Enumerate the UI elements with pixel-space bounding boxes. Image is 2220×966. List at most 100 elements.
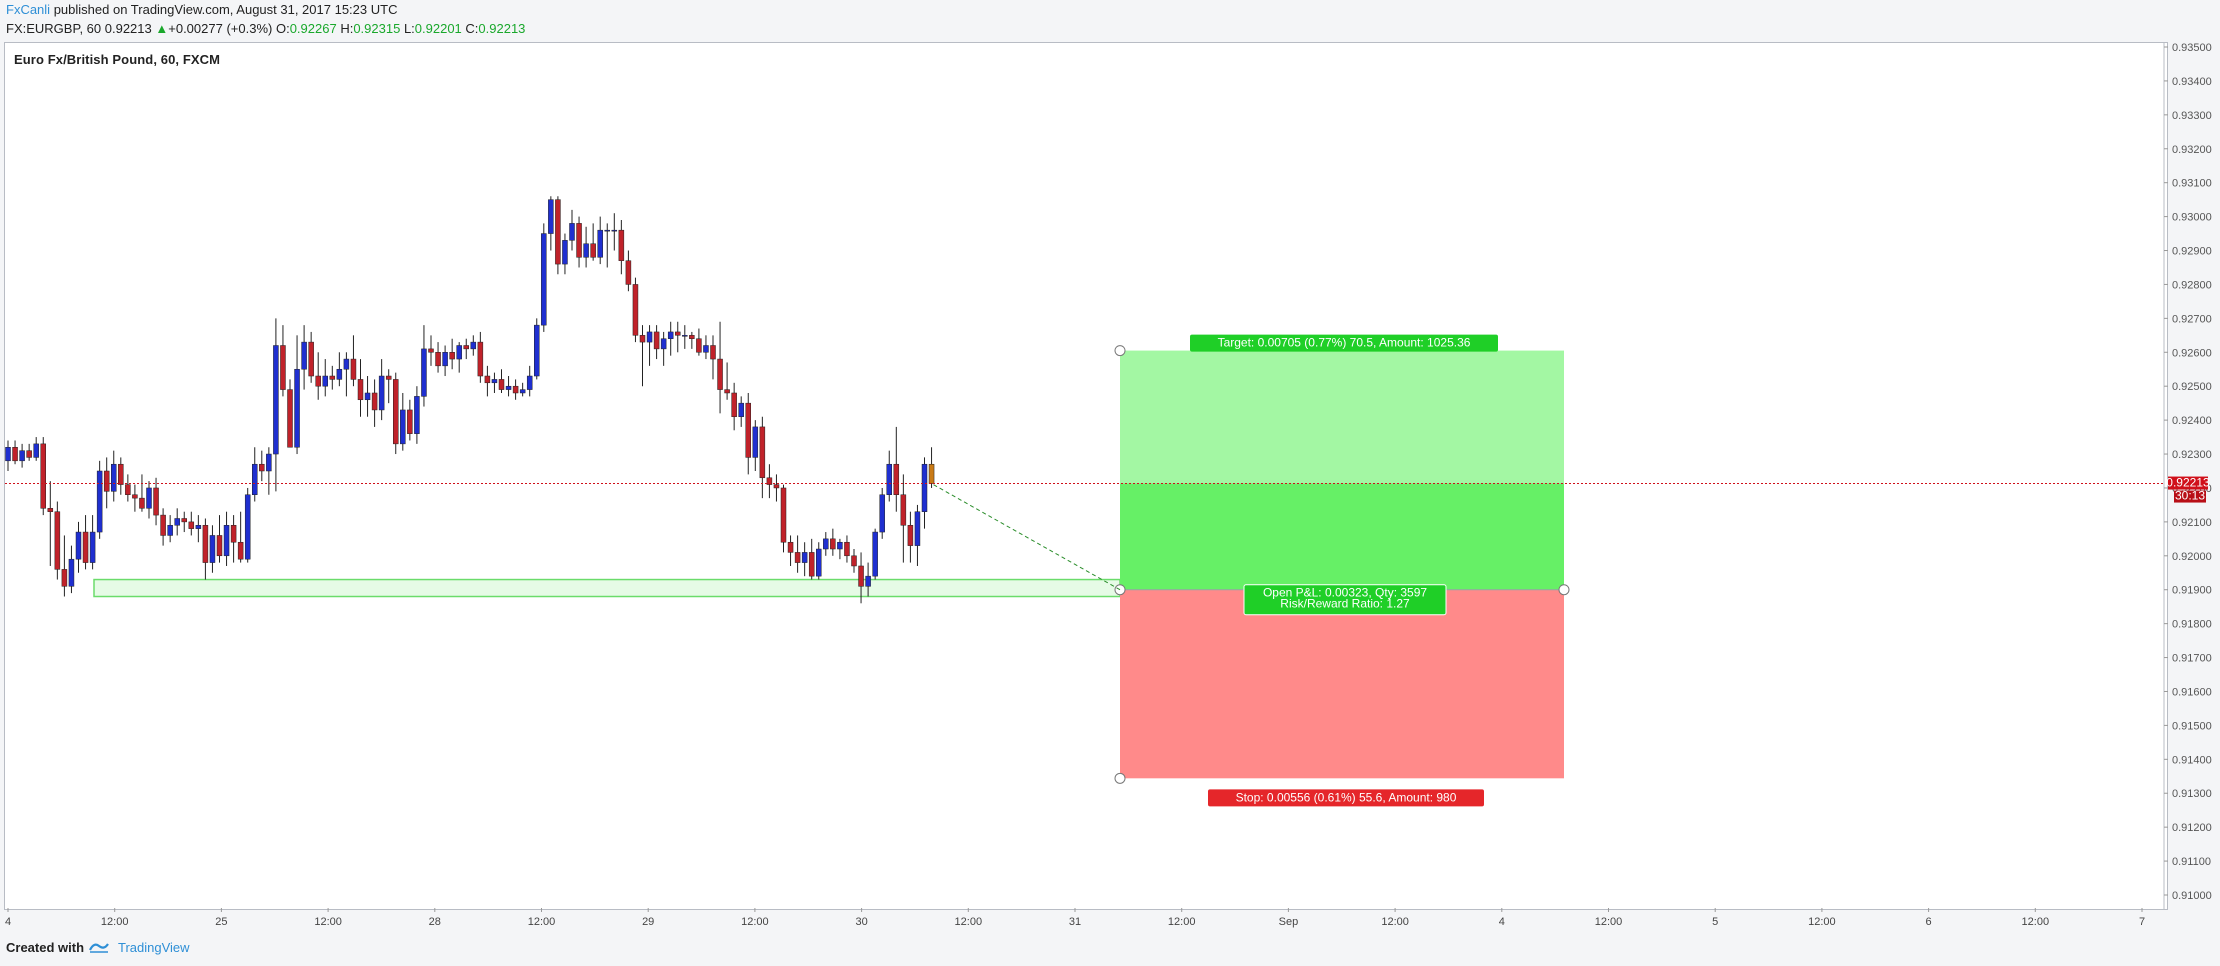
high-label: H:	[340, 21, 354, 36]
candle	[209, 535, 216, 563]
target-label-text: Target: 0.00705 (0.77%) 70.5, Amount: 10…	[1218, 336, 1471, 350]
candle	[611, 229, 618, 232]
candle	[618, 229, 625, 261]
current-price-bg	[2168, 476, 2208, 490]
candle	[308, 341, 314, 377]
long-position-tool[interactable]	[1114, 345, 1570, 784]
candle	[329, 375, 336, 380]
candle	[548, 199, 554, 234]
time-tick-label: 4	[1499, 916, 1505, 928]
candle	[787, 541, 794, 553]
candle	[343, 358, 350, 370]
candle	[808, 552, 815, 577]
candle	[844, 541, 850, 557]
candle	[879, 494, 885, 533]
price-tick-label: 0.91700	[2172, 653, 2212, 665]
countdown-text: 30:13	[2175, 489, 2205, 503]
price-tick-label: 0.92400	[2172, 415, 2212, 427]
stop-zone[interactable]	[1120, 589, 1564, 779]
candle	[816, 548, 822, 577]
candle	[590, 243, 596, 258]
time-tick-label: 12:00	[2022, 916, 2050, 928]
tradingview-logo-icon[interactable]	[88, 938, 110, 954]
candle	[132, 494, 138, 499]
pnl-label-text: Open P&L: 0.00323, Qty: 3597	[1263, 586, 1427, 600]
candle	[5, 447, 11, 462]
candle	[19, 450, 25, 462]
candle	[259, 463, 265, 472]
candle	[139, 497, 145, 509]
candle	[47, 508, 54, 512]
pnl-label[interactable]: Open P&L: 0.00323, Qty: 3597Risk/Reward …	[1243, 584, 1447, 616]
candle	[745, 402, 751, 458]
current-price-text: 0.92213	[2166, 476, 2210, 490]
candle	[555, 199, 561, 265]
candle	[195, 525, 202, 529]
time-tick-label: 12:00	[1808, 916, 1836, 928]
price-tick-label: 0.91900	[2172, 585, 2212, 597]
candle	[273, 345, 279, 455]
candles-layer	[5, 196, 935, 604]
candle	[886, 463, 892, 495]
candle	[794, 552, 801, 563]
open-label: O:	[275, 21, 290, 36]
candle	[851, 555, 857, 567]
price-tick-label: 0.93000	[2172, 212, 2212, 224]
candle	[111, 463, 117, 492]
tradingview-brand[interactable]: TradingView	[118, 940, 190, 955]
stop-handle[interactable]	[1114, 772, 1126, 784]
candle	[780, 487, 787, 543]
candle	[484, 375, 491, 384]
candle	[639, 335, 646, 343]
candle	[89, 531, 96, 563]
low-label: L:	[403, 21, 415, 36]
last-price: 0.92213	[104, 21, 152, 36]
time-tick-label: Sep	[1279, 916, 1299, 928]
change-value: +0.00277 (+0.3%)	[168, 21, 273, 36]
candle	[675, 331, 681, 336]
candle	[463, 345, 469, 350]
open-value: 0.92267	[289, 21, 337, 36]
time-axis[interactable]: 4 12:00 25 12:00 28 12:00 29 12:00 30 12:00 31 12:0…	[5, 908, 2145, 928]
candle	[160, 514, 166, 536]
candle	[118, 463, 124, 485]
low-value: 0.92201	[414, 21, 462, 36]
published-text: published on TradingView.com, August 31,…	[50, 2, 398, 17]
candle	[928, 463, 935, 484]
candle	[202, 525, 209, 563]
candle	[526, 375, 533, 390]
pnl-label-bg	[1243, 584, 1447, 616]
price-tick-label: 0.92700	[2172, 313, 2212, 325]
candle	[724, 389, 730, 394]
price-tick-label: 0.91600	[2172, 686, 2212, 698]
candle	[576, 223, 582, 258]
target-label[interactable]: Target: 0.00705 (0.77%) 70.5, Amount: 10…	[1190, 334, 1498, 352]
time-tick-label: 12:00	[1168, 916, 1196, 928]
candle	[710, 345, 716, 360]
close-label: C:	[465, 21, 479, 36]
time-tick-label: 4	[5, 916, 11, 928]
candle	[33, 443, 39, 458]
candle	[350, 358, 357, 380]
target-handle[interactable]	[1114, 345, 1126, 357]
candle	[505, 385, 512, 390]
candle	[477, 341, 484, 377]
candle	[393, 379, 399, 445]
price-tick-label: 0.92100	[2172, 517, 2212, 529]
candle	[125, 484, 131, 495]
time-tick-label: 12:00	[528, 916, 556, 928]
author-link[interactable]: FxCanli	[6, 2, 51, 17]
candle	[738, 402, 744, 417]
stop-label[interactable]: Stop: 0.00556 (0.61%) 55.6, Amount: 980	[1208, 789, 1484, 807]
candle	[597, 229, 603, 258]
time-tick-label: 6	[1926, 916, 1932, 928]
price-tick-label: 0.91100	[2172, 856, 2211, 868]
candle	[689, 335, 695, 339]
candle	[216, 535, 223, 557]
candle	[703, 345, 709, 353]
price-tick-label: 0.92800	[2172, 279, 2212, 291]
width-handle[interactable]	[1558, 584, 1570, 596]
chart-pane[interactable]	[4, 42, 2168, 910]
